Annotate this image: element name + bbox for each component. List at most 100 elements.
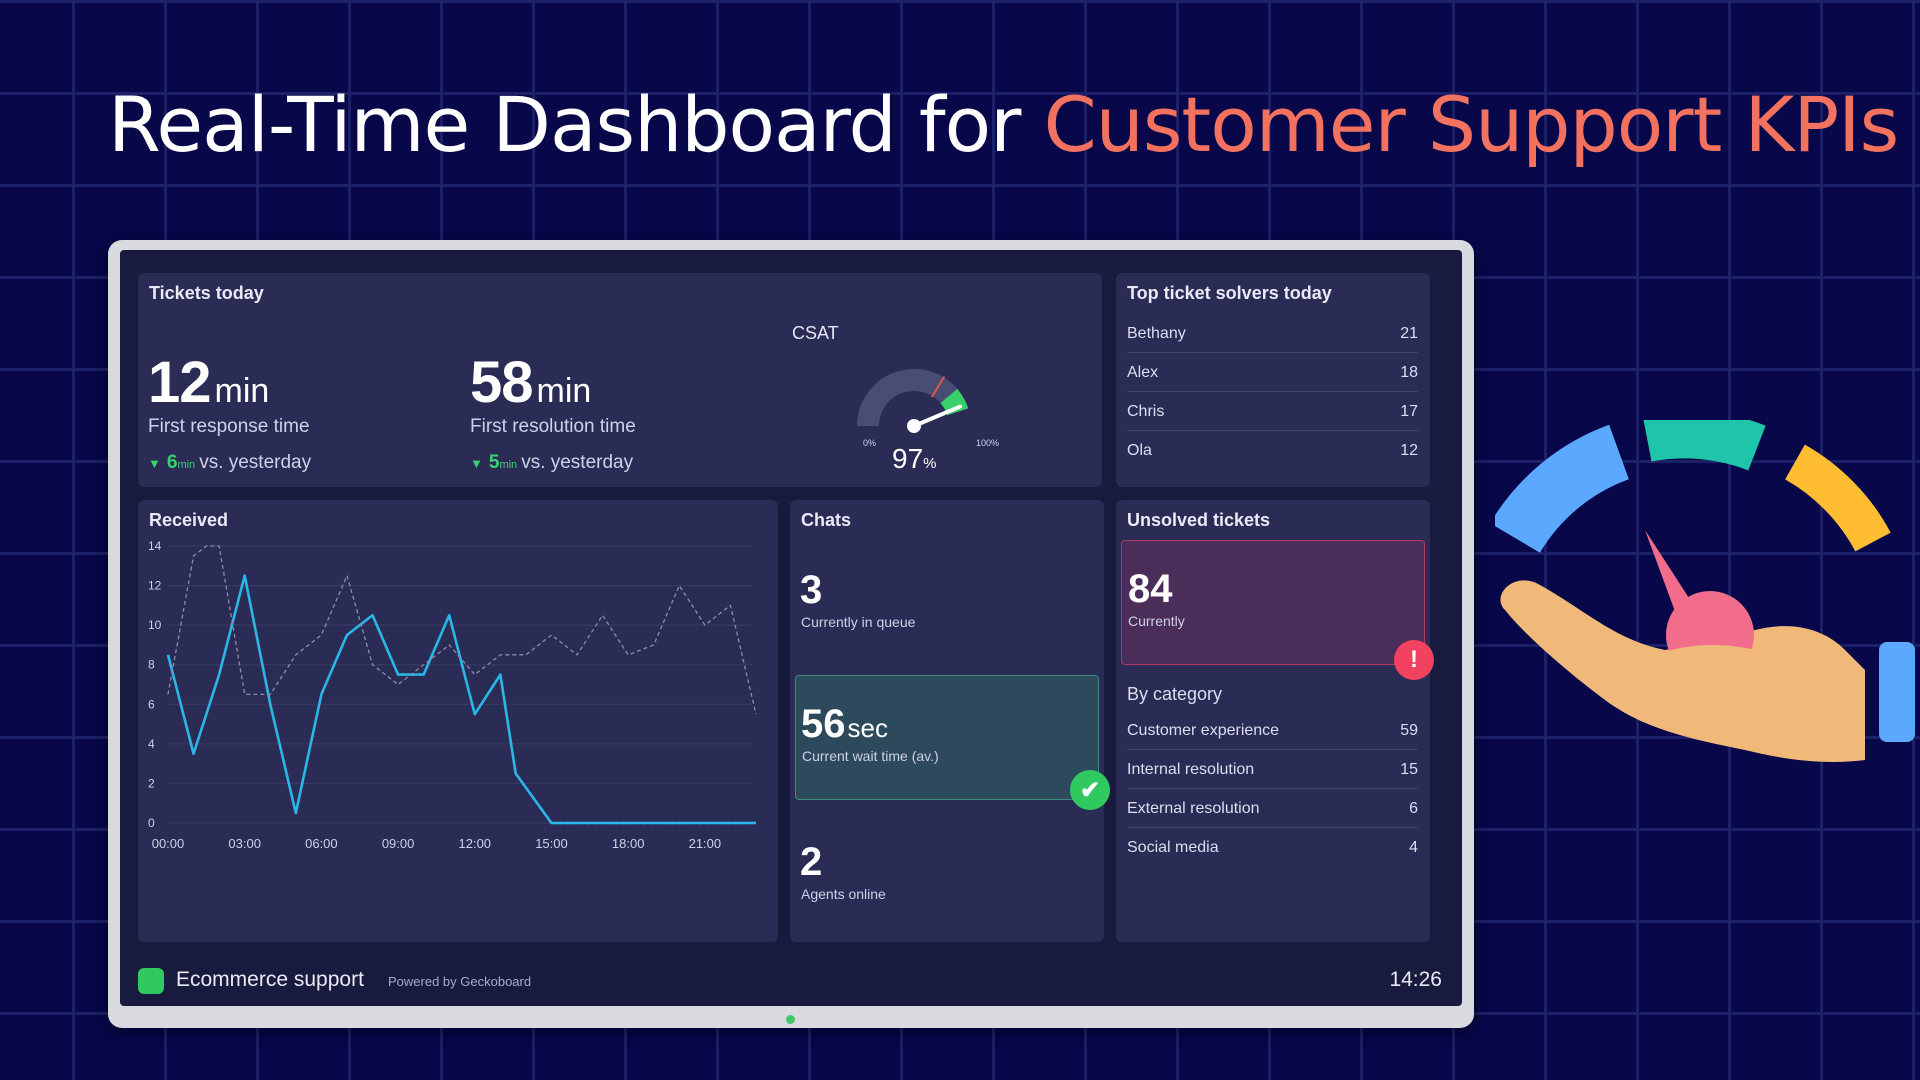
chats-panel: Chats 3 Currently in queue 56sec Current… (790, 500, 1110, 942)
solver-name: Alex (1127, 363, 1159, 381)
clock-time: 14:26 (1389, 968, 1442, 991)
solver-row: Bethany 21 (1127, 315, 1418, 353)
metric-comparison: ▼ 5min vs. yesterday (470, 452, 636, 474)
delta-value: 5 (488, 452, 500, 473)
metric-unit: min (536, 372, 592, 410)
unsolved-tickets-panel: Unsolved tickets 84 Currently ! By categ… (1116, 500, 1434, 942)
gauge-arc-yellow (1784, 444, 1891, 552)
metric-unit: min (214, 372, 270, 410)
top-solvers-panel: Top ticket solvers today Bethany 21 Alex 1… (1116, 273, 1430, 487)
category-count: 59 (1400, 721, 1418, 739)
unsolved-label: Currently (1128, 613, 1185, 629)
solver-row: Chris 17 (1127, 393, 1418, 431)
unsolved-current-box: 84 Currently (1121, 540, 1425, 665)
gauge-target-marker (930, 376, 946, 398)
category-name: Social media (1127, 839, 1219, 856)
csat-gauge: 0% 100% (857, 369, 999, 448)
panel-title: Unsolved tickets (1127, 510, 1271, 530)
solver-row: Alex 18 (1127, 354, 1418, 392)
y-tick-label: 0 (148, 816, 155, 830)
x-tick-label: 06:00 (305, 836, 338, 851)
first-response-metric: 12 min First response time ▼ 6min vs. yeste… (148, 349, 311, 474)
queue-label: Currently in queue (801, 614, 916, 630)
agents-label: Agents online (801, 886, 886, 902)
gauge-arc-blue (1495, 424, 1630, 554)
panel-title: Chats (801, 510, 852, 530)
category-count: 6 (1409, 799, 1418, 817)
category-name: Internal resolution (1127, 760, 1255, 778)
powered-by: Powered by Geckoboard (388, 974, 532, 989)
headline-accent: Customer Support KPIs (1043, 80, 1900, 169)
power-led (786, 1015, 795, 1024)
category-count: 15 (1400, 760, 1418, 778)
down-triangle-icon: ▼ (470, 456, 483, 471)
solver-name: Ola (1127, 442, 1152, 459)
solver-row: Ola 12 (1127, 432, 1418, 470)
solver-name: Chris (1127, 402, 1165, 420)
solver-count: 18 (1400, 363, 1418, 381)
dashboard-name: Ecommerce support (176, 968, 364, 991)
delta-text: vs. yesterday (199, 452, 312, 473)
panel-title: Top ticket solvers today (1127, 283, 1332, 303)
category-row: Customer experience 59 (1127, 712, 1418, 750)
gauge-needle (912, 404, 963, 428)
headline-main: Real-Time Dashboard for (108, 80, 1044, 169)
category-count: 4 (1409, 839, 1418, 856)
category-name: External resolution (1127, 799, 1260, 817)
down-triangle-icon: ▼ (148, 456, 161, 471)
wait-unit: sec (847, 713, 888, 743)
wait-time-box: 56sec Current wait time (av.) (795, 675, 1099, 800)
y-tick-label: 12 (148, 579, 162, 593)
gauge-arc-teal (1643, 420, 1766, 471)
sleeve-cuff (1879, 642, 1915, 742)
metric-value: 12 (148, 350, 212, 415)
queue-value: 3 (800, 568, 823, 612)
panel-title: Received (149, 510, 229, 530)
category-name: Customer experience (1127, 721, 1280, 739)
x-tick-label: 18:00 (612, 836, 645, 851)
agents-value: 2 (800, 840, 823, 884)
solver-count: 17 (1400, 402, 1418, 420)
y-tick-label: 14 (148, 539, 162, 553)
tickets-today-panel: Tickets today 12 min First response time … (138, 273, 1102, 487)
csat-number: 97 (892, 443, 924, 474)
check-icon: ✔ (1070, 770, 1110, 810)
received-line-chart: 0 2 4 6 8 10 12 14 00:00 03:00 06:00 09:00 12:00 15:0… (148, 539, 757, 851)
tv-frame: Tickets today 12 min First response time … (108, 240, 1474, 1028)
received-panel: Received 0 2 4 6 8 10 12 14 00:00 03:00 06:00 09:00… (138, 500, 778, 942)
gauge-good-zone (940, 388, 969, 416)
solver-name: Bethany (1127, 324, 1186, 342)
csat-unit: % (923, 455, 937, 472)
gauge-max-label: 100% (976, 438, 999, 448)
wait-label: Current wait time (av.) (802, 748, 939, 764)
metric-comparison: ▼ 6min vs. yesterday (148, 452, 311, 474)
unsolved-value: 84 (1128, 567, 1173, 611)
x-tick-label: 15:00 (535, 836, 568, 851)
panel-title: Tickets today (149, 283, 264, 303)
alert-icon: ! (1394, 640, 1434, 680)
thumb-shape (1646, 644, 1791, 682)
x-tick-label: 21:00 (689, 836, 722, 851)
x-tick-label: 00:00 (152, 836, 185, 851)
hand-holding-gauge-icon (1495, 420, 1915, 762)
csat-title: CSAT (792, 323, 839, 343)
x-tick-label: 12:00 (459, 836, 492, 851)
y-tick-label: 4 (148, 737, 155, 751)
category-row: Social media 4 (1127, 829, 1418, 867)
metric-label: First response time (148, 416, 310, 437)
first-resolution-metric: 58 min First resolution time ▼ 5min vs. yes… (470, 349, 636, 474)
metric-label: First resolution time (470, 416, 636, 437)
solver-count: 21 (1400, 324, 1418, 342)
page-headline: Real-Time Dashboard for Customer Support… (108, 80, 1900, 169)
solver-count: 12 (1400, 442, 1418, 459)
y-tick-label: 6 (148, 697, 155, 711)
y-tick-label: 8 (148, 658, 155, 672)
wait-value: 56sec (801, 702, 888, 747)
by-category-title: By category (1127, 684, 1223, 704)
geckoboard-logo-icon (138, 968, 164, 994)
series-line-today (166, 574, 756, 825)
gauge-min-label: 0% (863, 438, 876, 448)
csat-value: 97% (892, 443, 937, 475)
y-tick-label: 2 (148, 776, 155, 790)
gauge-hub (907, 419, 921, 433)
